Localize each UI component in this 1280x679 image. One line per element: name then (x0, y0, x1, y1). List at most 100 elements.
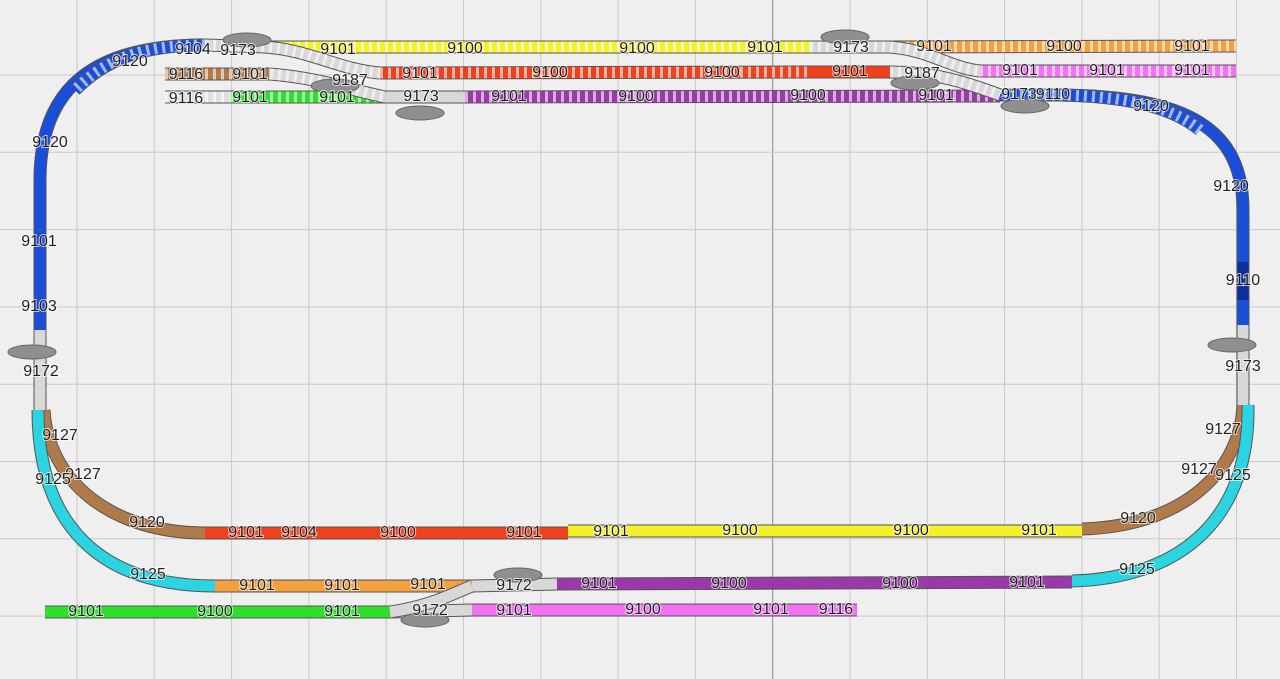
track-label: 9110 (1226, 272, 1261, 289)
track-label: 9173 (1225, 358, 1261, 375)
track-label: 9116 (169, 66, 204, 83)
turnout-motor (1207, 337, 1257, 353)
track-label: 9120 (1213, 178, 1249, 195)
track-label: 9101 (21, 233, 57, 250)
track (38, 409, 206, 539)
track-label: 9127 (42, 427, 78, 444)
track-label: 9101 (410, 576, 446, 593)
track-label: 9173 (403, 88, 439, 105)
track-label: 9125 (35, 471, 71, 488)
track-label: 9104 (281, 524, 317, 541)
track-label: 9103 (21, 298, 57, 315)
track-label: 9173 (833, 39, 869, 56)
track (471, 578, 558, 592)
track-label: 9101 (402, 65, 438, 82)
track-label: 9120 (32, 134, 68, 151)
track-label: 9101 (747, 39, 783, 56)
track-label: 9101 (232, 89, 268, 106)
track-sleepers (889, 40, 1237, 53)
track-label: 9101 (1021, 522, 1057, 539)
track-label: 9101 (506, 524, 542, 541)
track-label: 9101 (593, 523, 629, 540)
turnout-motor (395, 105, 445, 121)
track-label: 9100 (532, 64, 568, 81)
track-label: 9120 (1133, 98, 1169, 115)
turnout-motor (890, 75, 940, 91)
track-label: 9101 (324, 577, 360, 594)
track (1081, 404, 1249, 535)
track-label: 9125 (1119, 561, 1155, 578)
track-label: 9101 (320, 41, 356, 58)
track-label: 9173 (220, 42, 256, 59)
track-label: 9187 (904, 65, 940, 82)
track-label: 9101 (228, 524, 264, 541)
track-label: 9100 (625, 601, 661, 618)
track-label: 9125 (1215, 467, 1251, 484)
track-label: 9120 (112, 53, 148, 70)
turnout-motor (1000, 98, 1050, 114)
track-label: 9127 (65, 466, 101, 483)
track-sleepers (889, 41, 981, 77)
track-label: 9104 (175, 41, 211, 58)
track-label: 9116 (819, 601, 854, 618)
track (1059, 89, 1249, 325)
track-label: 9101 (1089, 62, 1125, 79)
track-label: 9172 (412, 602, 448, 619)
track-sleepers (269, 68, 387, 103)
track-label: 9172 (23, 363, 59, 380)
track-label: 9101 (916, 38, 952, 55)
track-label: 9101 (753, 601, 789, 618)
track-label: 9100 (619, 40, 655, 57)
track-label: 9100 (722, 522, 758, 539)
track-sleepers (1000, 89, 1204, 135)
track-label: 9101 (832, 63, 868, 80)
track-label: 9101 (1174, 62, 1210, 79)
track (379, 66, 811, 79)
track-label: 9100 (711, 575, 747, 592)
track-label: 9101 (496, 602, 532, 619)
tracks (31, 38, 1255, 619)
track-sleepers (71, 39, 206, 94)
track-sleepers (464, 90, 1001, 103)
track-label: 9100 (1046, 38, 1082, 55)
track-label: 9110 (1036, 86, 1071, 103)
track-label: 9120 (129, 514, 165, 531)
track (34, 39, 206, 330)
track (556, 576, 1073, 590)
track-label: 9100 (618, 88, 654, 105)
track (889, 66, 1002, 101)
track-label: 9100 (893, 522, 929, 539)
track-label: 9127 (1205, 421, 1241, 438)
track-sleepers (204, 39, 381, 79)
track-label: 9173 (1001, 86, 1037, 103)
turnout-motor (7, 344, 57, 360)
track-label: 9101 (239, 577, 275, 594)
track-label: 9100 (380, 524, 416, 541)
track-label: 9100 (447, 40, 483, 57)
track-label: 9100 (882, 575, 918, 592)
track-label: 9172 (496, 577, 532, 594)
track (32, 409, 216, 592)
track-label: 9100 (790, 87, 826, 104)
track-label: 9101 (1002, 62, 1038, 79)
track-label: 9100 (197, 603, 233, 620)
track-label: 9101 (491, 88, 527, 105)
track-label: 9101 (68, 603, 104, 620)
track (389, 580, 475, 618)
turnout-motor (400, 612, 450, 628)
track-label: 9101 (581, 575, 617, 592)
track-label: 9101 (918, 87, 954, 104)
turnout-motors (7, 29, 1257, 628)
track-label: 9101 (1009, 574, 1045, 591)
track-label: 9101 (232, 66, 268, 83)
track-label: 9125 (130, 566, 166, 583)
labels: 9120 9104 9173 9101 9100 9100 9101 9173 9101 9100… (20, 37, 1262, 621)
turnout-motor (493, 567, 543, 583)
track-label: 9120 (1120, 510, 1156, 527)
turnout-motor (310, 78, 360, 94)
track-label: 9101 (1174, 38, 1210, 55)
track-label: 9116 (169, 90, 204, 107)
